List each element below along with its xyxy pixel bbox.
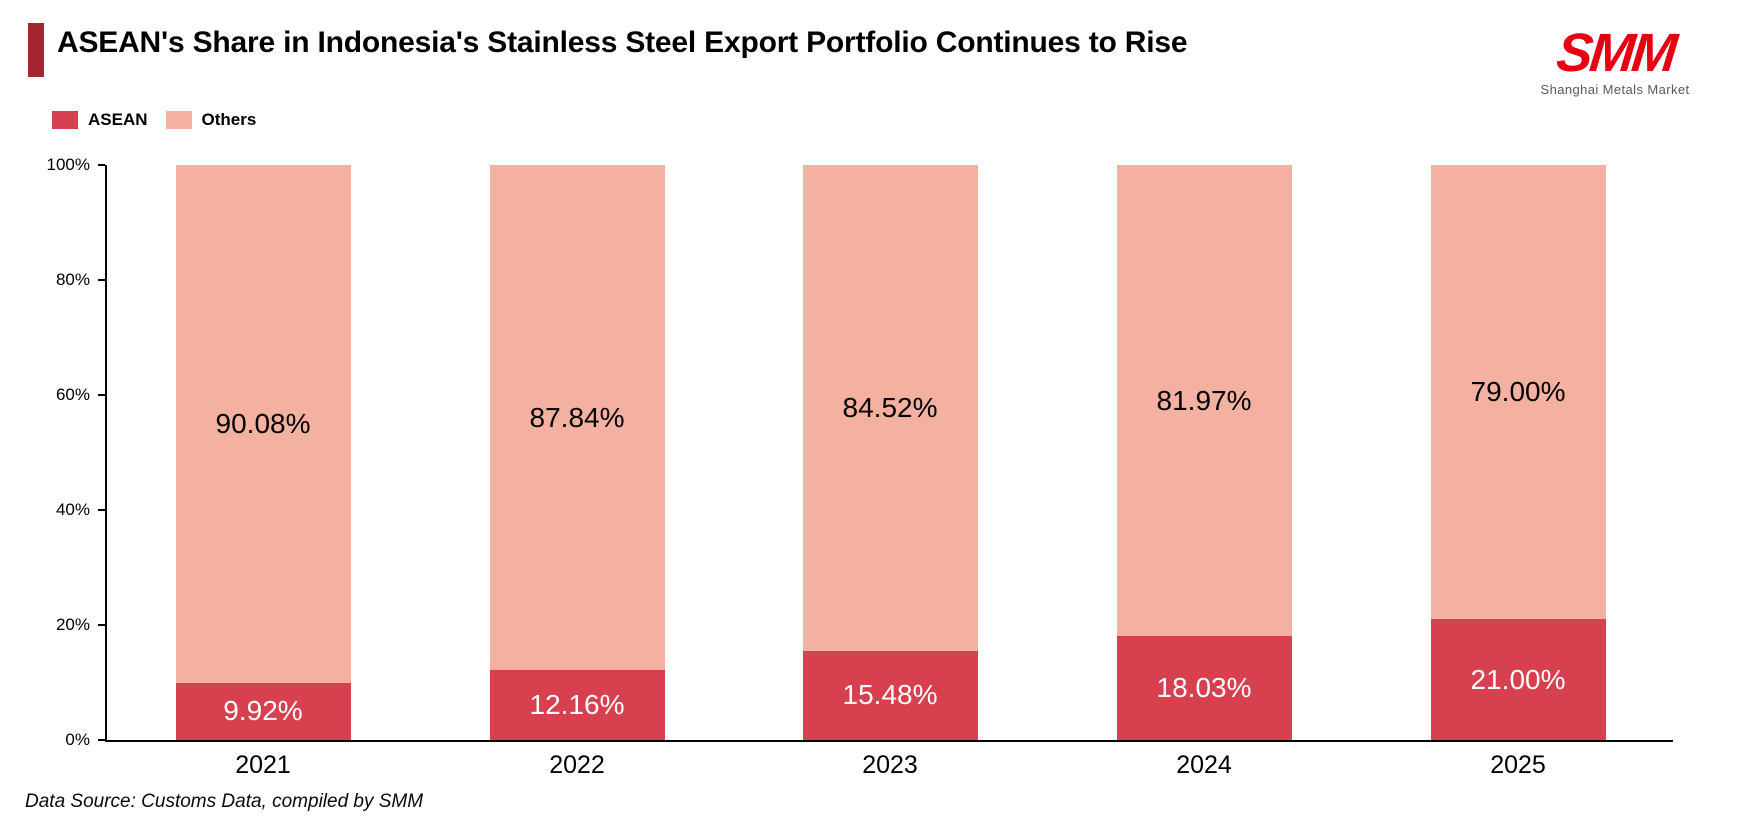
x-axis-category-label: 2025 bbox=[1490, 751, 1546, 779]
others-value-label: 84.52% bbox=[842, 391, 938, 423]
legend-item-others: Others bbox=[165, 110, 257, 130]
bar-segment-others: 84.52% bbox=[802, 165, 978, 651]
others-value-label: 79.00% bbox=[1470, 376, 1566, 408]
chart-legend: ASEAN Others bbox=[52, 110, 274, 130]
y-axis-tick-label: 40% bbox=[55, 500, 90, 519]
bar-segment-others: 81.97% bbox=[1116, 165, 1292, 637]
bar-segment-others: 87.84% bbox=[489, 165, 665, 671]
legend-swatch-asean bbox=[52, 111, 78, 129]
others-value-label: 81.97% bbox=[1156, 384, 1252, 416]
asean-value-label: 18.03% bbox=[1156, 672, 1252, 704]
legend-item-asean: ASEAN bbox=[52, 110, 148, 130]
bar-segment-asean: 18.03% bbox=[1116, 636, 1292, 740]
smm-logo: SMM Shanghai Metals Market bbox=[1525, 23, 1705, 97]
page-title: ASEAN's Share in Indonesia's Stainless S… bbox=[57, 26, 1188, 59]
bar-segment-asean: 9.92% bbox=[175, 682, 351, 740]
legend-label: Others bbox=[201, 110, 257, 129]
x-axis-category-label: 2024 bbox=[1176, 751, 1232, 779]
others-value-label: 87.84% bbox=[529, 401, 625, 433]
y-axis-tick-label: 0% bbox=[65, 730, 90, 749]
title-accent-bar bbox=[28, 23, 44, 77]
asean-value-label: 15.48% bbox=[842, 679, 938, 711]
legend-swatch-others bbox=[165, 111, 192, 129]
legend-label: ASEAN bbox=[88, 110, 148, 129]
asean-value-label: 21.00% bbox=[1470, 663, 1566, 695]
y-axis-tick-label: 20% bbox=[55, 615, 90, 634]
smm-logo-tagline: Shanghai Metals Market bbox=[1540, 82, 1690, 97]
y-axis-tick-label: 80% bbox=[55, 270, 90, 289]
y-axis-tick-label: 60% bbox=[55, 385, 90, 404]
y-axis-tick bbox=[98, 509, 105, 511]
x-axis-category-label: 2022 bbox=[549, 751, 605, 779]
y-axis-tick bbox=[98, 394, 105, 396]
asean-value-label: 9.92% bbox=[223, 695, 303, 727]
others-value-label: 90.08% bbox=[215, 407, 311, 439]
x-axis-line bbox=[105, 740, 1673, 742]
asean-value-label: 12.16% bbox=[529, 689, 625, 721]
x-axis-category-label: 2021 bbox=[235, 751, 291, 779]
y-axis-tick bbox=[98, 164, 105, 166]
bar-segment-asean: 12.16% bbox=[489, 670, 665, 740]
bar-segment-others: 90.08% bbox=[175, 165, 351, 683]
y-axis-line bbox=[105, 165, 107, 742]
y-axis-tick bbox=[98, 279, 105, 281]
y-axis-tick bbox=[98, 624, 105, 626]
data-source-note: Data Source: Customs Data, compiled by S… bbox=[25, 791, 424, 812]
y-axis-tick bbox=[98, 739, 105, 741]
x-axis-category-label: 2023 bbox=[862, 751, 918, 779]
y-axis-tick-label: 100% bbox=[46, 155, 90, 174]
bar-segment-asean: 21.00% bbox=[1430, 619, 1606, 740]
bar-segment-others: 79.00% bbox=[1430, 165, 1606, 620]
bar-segment-asean: 15.48% bbox=[802, 650, 978, 740]
